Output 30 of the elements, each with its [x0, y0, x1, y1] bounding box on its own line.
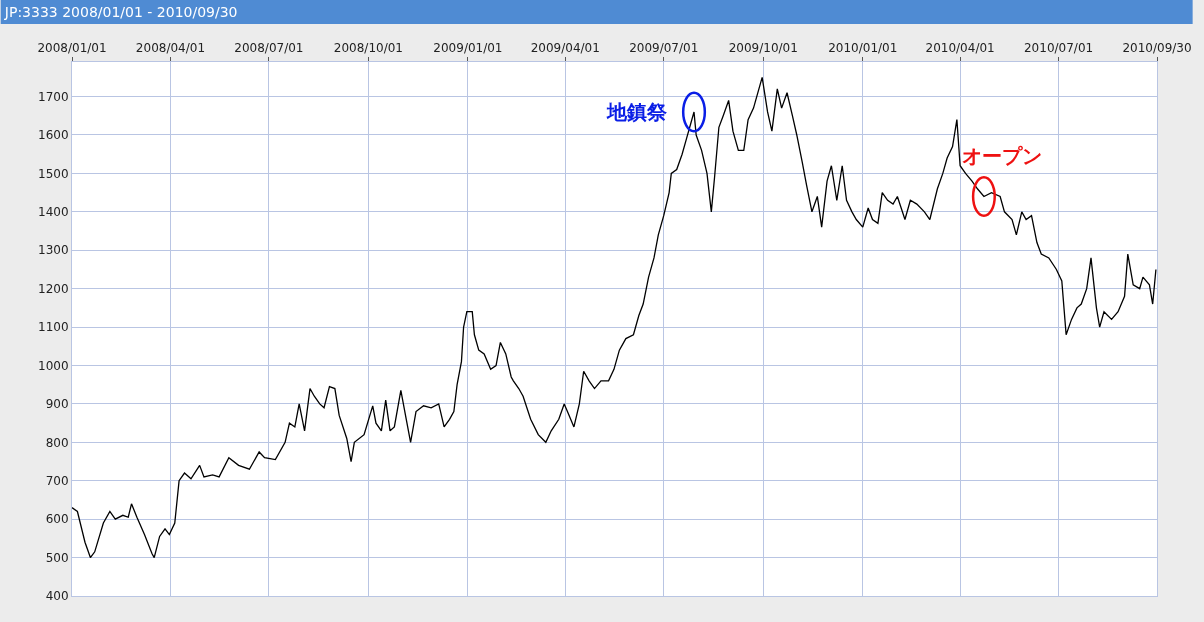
chart-title: JP:3333 2008/01/01 - 2010/09/30: [3, 3, 238, 20]
y-tick-label: 1300: [38, 243, 69, 258]
y-tick-label: 1000: [38, 358, 69, 373]
x-tick-label: 2008/07/01: [234, 41, 304, 56]
x-tick-label: 2009/01/01: [433, 41, 503, 56]
y-tick-label: 1200: [38, 281, 69, 296]
y-tick-label: 1600: [38, 128, 69, 143]
y-tick-label: 500: [45, 550, 69, 565]
x-tick-label: 2010/04/01: [925, 41, 995, 56]
y-tick-label: 600: [45, 512, 69, 527]
y-tick-label: 1700: [38, 89, 69, 104]
x-tick-label: 2008/04/01: [135, 41, 206, 56]
annotation: 地鎮祭: [606, 100, 668, 124]
x-tick-label: 2010/01/01: [828, 41, 898, 56]
x-tick-label: 2009/04/01: [530, 41, 600, 56]
x-tick-label: 2010/09/30: [1122, 41, 1192, 56]
x-tick-label: 2008/10/01: [333, 41, 403, 56]
y-tick-label: 700: [45, 473, 69, 488]
x-tick-label: 2010/07/01: [1023, 41, 1094, 56]
y-tick-label: 1100: [38, 320, 69, 335]
line-series: [72, 76, 1157, 559]
annotation: オープン: [962, 144, 1042, 168]
x-tick-label: 2008/01/01: [37, 41, 107, 56]
y-tick-label: 900: [45, 397, 69, 412]
x-tick-label: 2009/07/01: [629, 41, 699, 56]
y-tick-label: 800: [45, 435, 69, 450]
y-tick-label: 400: [45, 589, 69, 604]
y-tick-label: 1400: [38, 205, 69, 220]
x-tick-label: 2009/10/01: [728, 41, 798, 56]
y-tick-label: 1500: [38, 166, 69, 181]
